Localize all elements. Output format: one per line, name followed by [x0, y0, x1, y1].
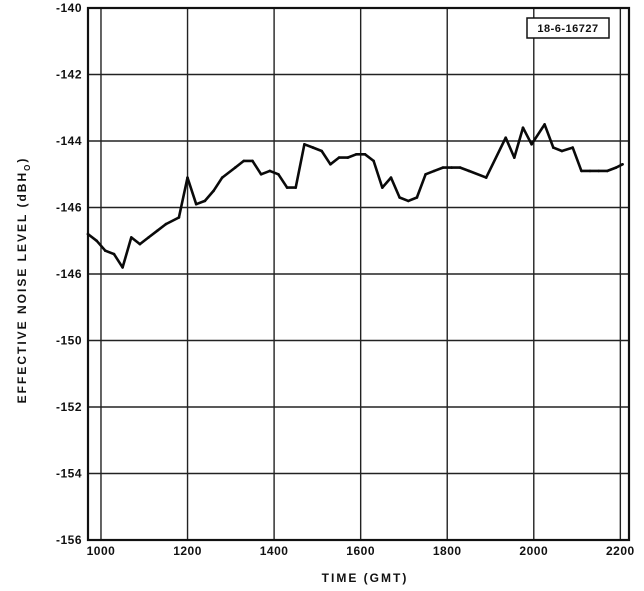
data-point — [147, 236, 150, 239]
data-point — [355, 153, 358, 156]
data-point — [220, 176, 224, 179]
y-axis-label-suffix: ) — [15, 157, 29, 163]
data-point — [164, 222, 168, 226]
x-tick-label: 1400 — [260, 544, 289, 558]
data-point — [130, 236, 133, 239]
figure-id-label: 18-6-16727 — [526, 17, 610, 39]
data-point — [346, 156, 350, 159]
data-point — [233, 166, 237, 169]
data-point — [588, 169, 592, 173]
data-point — [606, 169, 609, 173]
data-point — [552, 146, 555, 149]
data-point — [320, 149, 324, 153]
y-tick-label: -150 — [56, 334, 82, 348]
figure-id-text: 18-6-16727 — [537, 23, 598, 35]
plot-frame — [86, 6, 631, 542]
data-point — [203, 199, 207, 203]
data-point — [504, 136, 508, 139]
data-point — [372, 159, 375, 163]
data-point — [212, 189, 215, 193]
y-tick-label: -140 — [56, 1, 82, 15]
data-point — [95, 239, 98, 243]
data-point — [86, 232, 90, 236]
data-point — [543, 123, 546, 126]
data-point — [186, 176, 189, 179]
x-tick-labels: 1000 1200 1400 1600 1800 2000 2200 — [87, 544, 635, 558]
data-point — [121, 266, 124, 269]
data-point — [441, 166, 445, 169]
data-point — [424, 173, 427, 176]
series-group — [86, 123, 624, 269]
data-point — [277, 173, 280, 176]
x-tick-label: 1800 — [433, 544, 462, 558]
data-point — [484, 176, 488, 179]
x-tick-label: 1200 — [173, 544, 202, 558]
y-tick-label: -144 — [56, 134, 82, 148]
data-point — [432, 169, 436, 173]
y-tick-label: -152 — [56, 400, 82, 414]
data-point — [530, 143, 533, 146]
data-point — [268, 169, 272, 173]
y-tick-label: -142 — [56, 68, 82, 82]
data-point — [407, 199, 410, 203]
data-point — [398, 196, 401, 199]
data-point — [242, 159, 246, 163]
data-point — [621, 163, 624, 166]
data-point — [458, 166, 462, 169]
data-point — [194, 202, 198, 206]
data-point — [389, 176, 393, 179]
y-axis-label-main: EFFECTIVE NOISE LEVEL (dBH — [15, 171, 29, 403]
x-tick-label: 1600 — [346, 544, 375, 558]
data-point — [513, 156, 516, 159]
y-tick-label: -146 — [56, 267, 82, 281]
data-point — [177, 216, 181, 219]
data-point — [294, 186, 298, 189]
data-point — [571, 146, 574, 149]
y-axis-label: EFFECTIVE NOISE LEVEL (dBHO) — [15, 157, 32, 404]
y-tick-label: -146 — [56, 201, 82, 215]
y-tick-label: -154 — [56, 467, 82, 481]
data-point — [450, 166, 453, 169]
data-point — [381, 186, 384, 189]
y-axis-label-subscript: O — [23, 163, 32, 171]
data-point — [303, 143, 306, 146]
figure-id-box — [526, 17, 610, 39]
data-point — [311, 146, 315, 149]
y-tick-label: -156 — [56, 533, 82, 547]
data-point — [259, 173, 263, 176]
x-tick-label: 1000 — [87, 544, 116, 558]
data-point — [521, 126, 525, 129]
data-point — [580, 169, 583, 173]
data-point — [467, 169, 471, 173]
data-point — [329, 163, 332, 166]
data-point — [251, 159, 254, 163]
data-point — [363, 153, 367, 156]
data-point — [614, 166, 618, 169]
data-point — [597, 169, 600, 173]
data-point — [155, 229, 159, 233]
data-point — [415, 196, 419, 199]
y-tick-labels: -140 -142 -144 -146 -146 -150 -152 -154 -156 — [56, 1, 82, 547]
data-point — [112, 252, 116, 256]
data-point — [138, 242, 142, 246]
x-tick-label: 2200 — [606, 544, 635, 558]
x-axis-label: TIME (GMT) — [322, 571, 409, 585]
data-point — [337, 156, 341, 159]
data-point — [560, 149, 564, 153]
x-tick-label: 2000 — [519, 544, 548, 558]
data-point — [104, 249, 107, 252]
data-point — [285, 186, 289, 189]
